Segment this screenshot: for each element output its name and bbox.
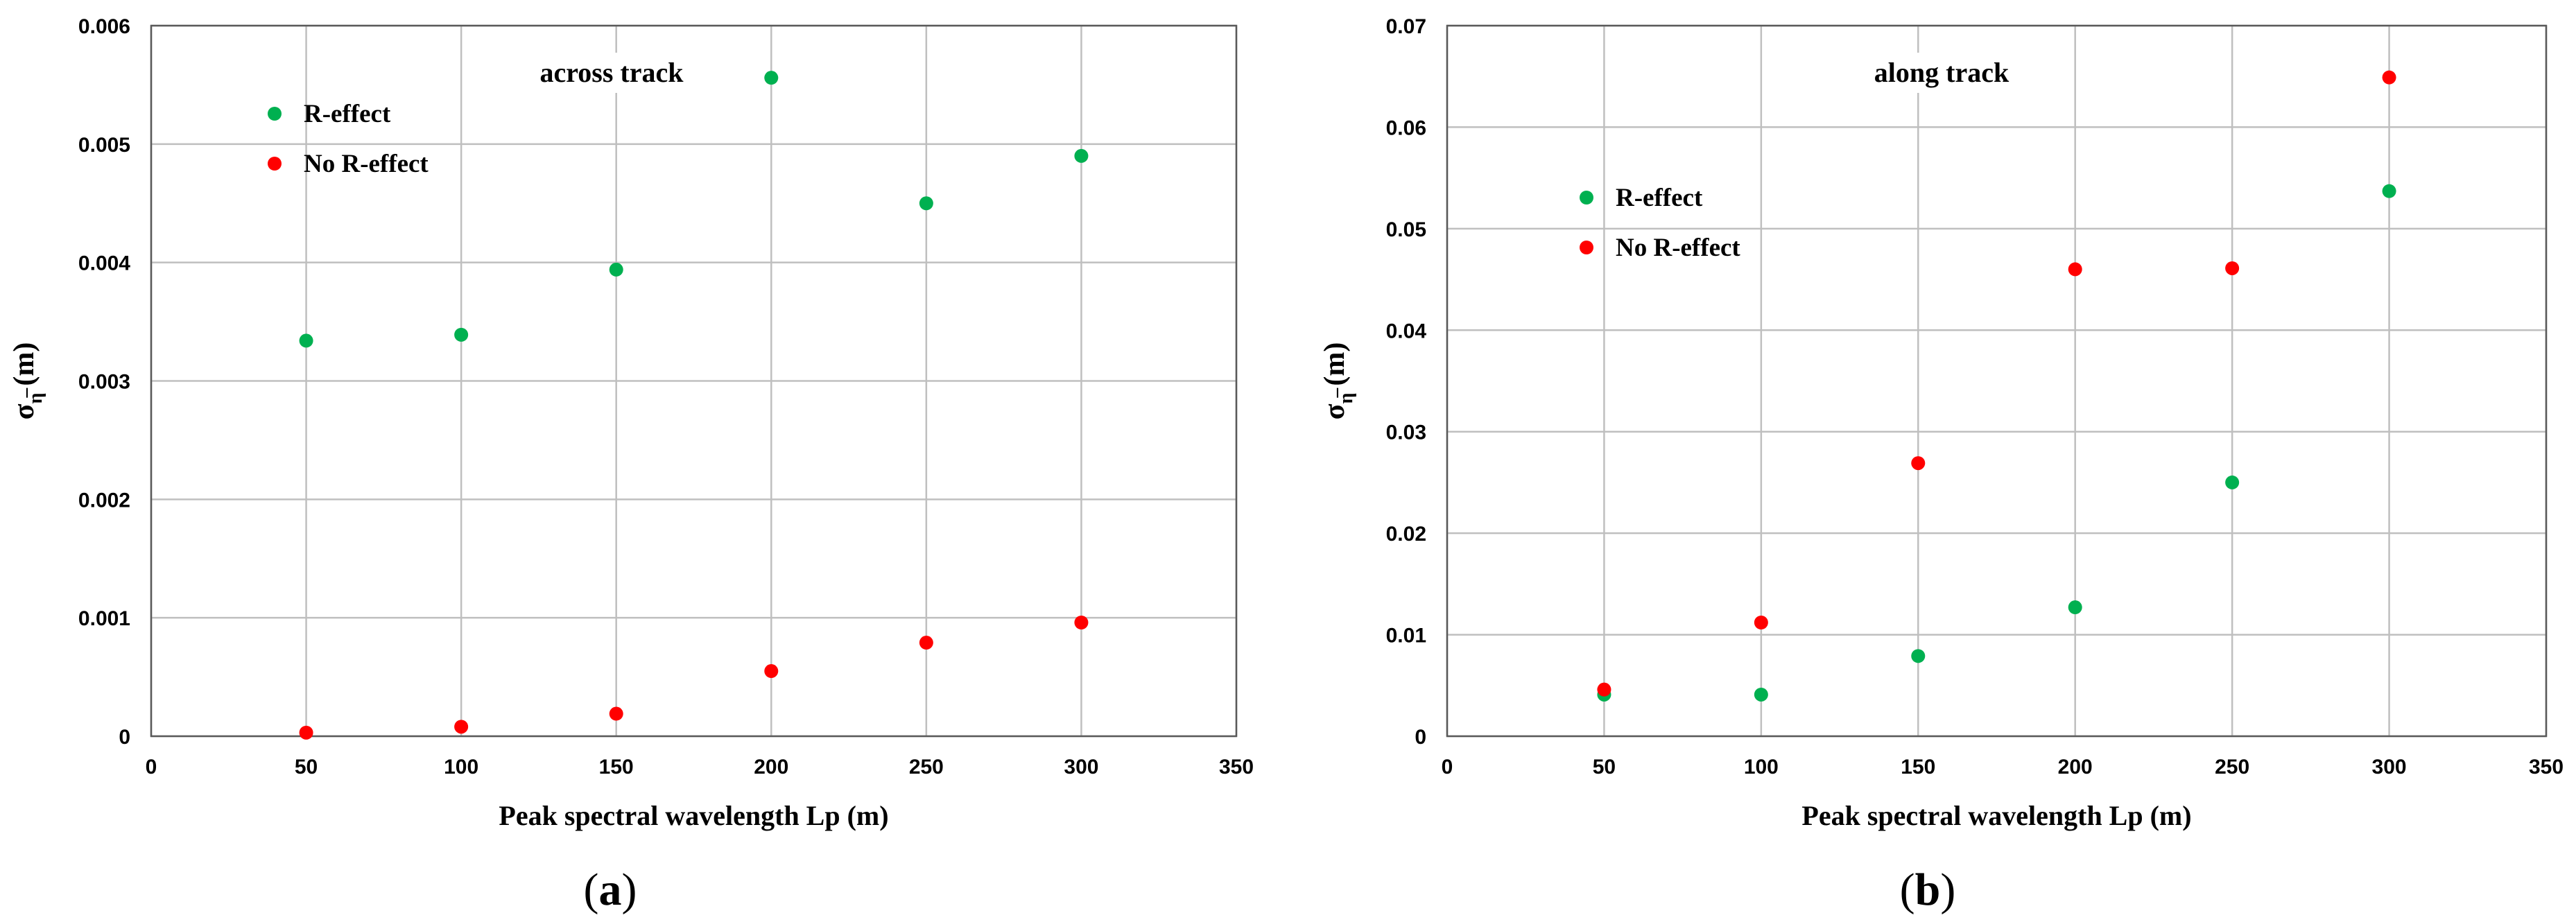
x-tick-label: 0 — [146, 756, 157, 779]
panel-letter: b — [1915, 864, 1941, 915]
x-tick-label: 250 — [2215, 756, 2249, 779]
data-point — [609, 262, 623, 277]
x-tick-label: 0 — [1442, 756, 1453, 779]
data-point — [919, 636, 933, 650]
x-tick-label: 200 — [2058, 756, 2093, 779]
x-tick-label: 300 — [1064, 756, 1098, 779]
y-axis-symbol: σ — [1319, 403, 1351, 419]
y-tick-label: 0.01 — [1386, 625, 1426, 647]
chart-annotation: along track — [1874, 57, 2009, 88]
y-tick-label: 0.002 — [78, 489, 130, 512]
data-point — [2225, 261, 2240, 275]
data-point — [1911, 456, 1926, 471]
data-point — [1911, 649, 1926, 663]
data-point — [299, 333, 313, 348]
data-point — [2225, 475, 2240, 489]
y-tick-label: 0 — [1415, 726, 1426, 749]
chart-annotation: across track — [540, 57, 684, 88]
data-point — [2382, 184, 2396, 198]
y-axis-unit: (m) — [1319, 342, 1351, 386]
legend-marker — [268, 157, 282, 171]
y-tick-label: 0.05 — [1386, 218, 1426, 241]
legend-marker — [268, 107, 282, 121]
data-point — [609, 706, 623, 721]
series-1 — [299, 616, 1089, 740]
y-tick-label: 0 — [119, 726, 130, 749]
panel-paren-close: ) — [1940, 864, 1955, 915]
y-tick-label: 0.006 — [78, 15, 130, 38]
y-tick-label: 0.06 — [1386, 116, 1426, 139]
data-point — [764, 71, 779, 85]
chart-panel-a: across track 0 50 100 150 200 250 300 350 0 0.001 0… — [8, 15, 1254, 915]
y-tick-label: 0.003 — [78, 371, 130, 394]
data-point — [1754, 616, 1768, 629]
panel-paren-open: ( — [1900, 864, 1915, 915]
legend-marker — [1580, 191, 1593, 205]
data-point — [2068, 262, 2082, 277]
y-axis-label: ση̅ (m) — [1319, 342, 1357, 420]
data-point — [764, 664, 779, 679]
y-tick-label: 0.07 — [1386, 15, 1426, 38]
y-tick-label: 0.02 — [1386, 523, 1426, 546]
plot-area — [1447, 26, 2546, 736]
plot-border — [1446, 24, 2548, 738]
data-point — [1074, 616, 1089, 629]
data-point — [919, 196, 933, 211]
x-tick-label: 150 — [599, 756, 634, 779]
annotation-background — [518, 53, 705, 93]
x-axis-label: Peak spectral wavelength Lp (m) — [499, 800, 888, 831]
panel-label: (b) — [1900, 864, 1956, 915]
y-axis-label: ση̅ (m) — [8, 342, 46, 420]
data-point — [1074, 148, 1089, 163]
data-point — [2382, 70, 2396, 85]
y-tick-label: 0.03 — [1386, 421, 1426, 444]
x-tick-label: 200 — [754, 756, 788, 779]
plot-border — [150, 24, 1238, 738]
series-0 — [299, 71, 1089, 348]
legend-label: R-effect — [1616, 184, 1703, 212]
legend-marker — [1580, 241, 1593, 254]
y-axis-unit: (m) — [8, 342, 40, 386]
y-tick-label: 0.004 — [78, 252, 130, 275]
x-tick-label: 150 — [1901, 756, 1935, 779]
y-tick-label: 0.04 — [1386, 320, 1427, 342]
y-axis-subscript: η̅ — [25, 388, 46, 404]
y-axis-symbol: σ — [8, 403, 40, 419]
x-tick-label: 300 — [2372, 756, 2407, 779]
x-axis-label: Peak spectral wavelength Lp (m) — [1801, 800, 2191, 831]
data-point — [299, 725, 313, 740]
x-tick-label: 100 — [444, 756, 478, 779]
legend-label: No R-effect — [304, 150, 429, 178]
data-point — [2068, 600, 2082, 615]
series-1 — [1597, 70, 2396, 697]
panel-label: (a) — [584, 864, 637, 915]
x-tick-label: 50 — [295, 756, 318, 779]
legend-label: R-effect — [304, 100, 391, 128]
data-point — [1754, 687, 1768, 702]
x-tick-label: 350 — [2529, 756, 2564, 779]
x-tick-label: 100 — [1744, 756, 1779, 779]
x-tick-label: 50 — [1593, 756, 1616, 779]
panel-paren-close: ) — [622, 864, 637, 915]
data-point — [1597, 682, 1611, 697]
legend-label: No R-effect — [1616, 234, 1740, 262]
y-axis-subscript: η̅ — [1335, 388, 1357, 404]
data-point — [454, 327, 469, 342]
x-tick-label: 250 — [909, 756, 944, 779]
chart-panel-b: along track 0 50 100 150 200 250 300 350 0 0.01 0.0… — [1319, 15, 2564, 915]
data-point — [454, 720, 469, 734]
x-tick-label: 350 — [1219, 756, 1254, 779]
panel-paren-open: ( — [584, 864, 599, 915]
y-tick-label: 0.005 — [78, 134, 130, 157]
annotation-background — [1855, 53, 2028, 93]
y-tick-label: 0.001 — [78, 607, 130, 630]
panel-letter: a — [599, 864, 622, 915]
